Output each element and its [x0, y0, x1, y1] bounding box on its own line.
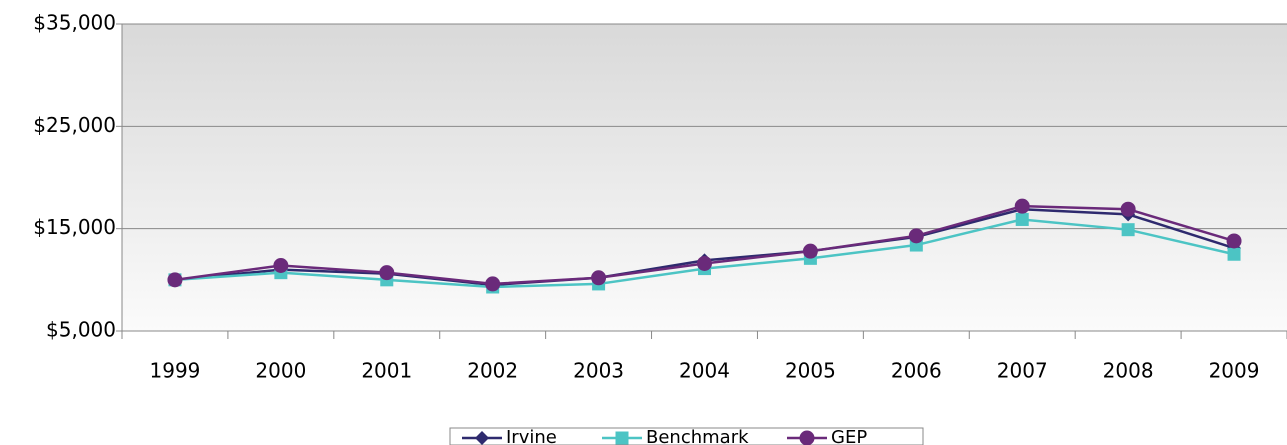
y-tick-label: $35,000: [33, 11, 116, 35]
x-tick-label: 2007: [997, 359, 1048, 383]
y-tick-label: $5,000: [46, 318, 116, 342]
marker: [799, 430, 815, 445]
x-tick-label: 2001: [361, 359, 412, 383]
marker: [908, 228, 924, 244]
marker: [379, 265, 395, 281]
x-tick-label: 2009: [1209, 359, 1260, 383]
marker: [167, 272, 183, 288]
marker: [1227, 247, 1241, 261]
x-tick-label: 2004: [679, 359, 730, 383]
marker: [485, 276, 501, 292]
y-tick-label: $15,000: [33, 215, 116, 239]
x-tick-label: 1999: [150, 359, 201, 383]
x-tick-label: 2000: [255, 359, 306, 383]
marker: [591, 270, 607, 286]
marker: [1015, 212, 1029, 226]
x-tick-label: 2002: [467, 359, 518, 383]
x-tick-label: 2005: [785, 359, 836, 383]
plot-area: [122, 24, 1287, 331]
legend: Irvine Benchmark GEP: [449, 427, 924, 445]
marker: [1120, 201, 1136, 217]
y-tick-label: $25,000: [33, 113, 116, 137]
x-tick-label: 2003: [573, 359, 624, 383]
marker: [273, 258, 289, 274]
x-tick-label: 2006: [891, 359, 942, 383]
legend-label: GEP: [831, 427, 867, 445]
marker: [697, 255, 712, 271]
marker: [475, 431, 489, 445]
legend-label: Irvine: [506, 427, 557, 445]
marker: [1226, 233, 1242, 249]
marker: [615, 431, 629, 445]
marker: [1014, 198, 1030, 214]
marker: [802, 243, 818, 259]
x-tick-label: 2008: [1103, 359, 1154, 383]
marker: [1121, 223, 1135, 237]
legend-label: Benchmark: [646, 427, 749, 445]
